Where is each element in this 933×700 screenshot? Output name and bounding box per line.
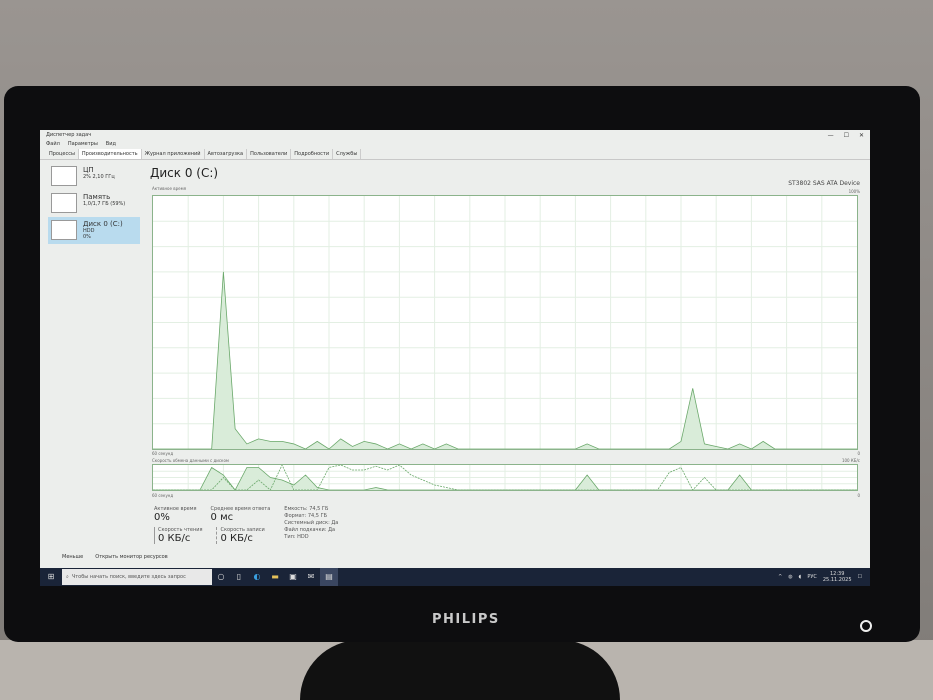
monitor-stand: [300, 640, 620, 700]
windows-start-icon[interactable]: ⊞: [47, 572, 55, 581]
read-rate-line: [153, 466, 857, 490]
read-speed-label: Скорость чтения: [158, 527, 203, 533]
response-time-value: 0 мс: [210, 512, 234, 523]
write-speed-value: 0 КБ/с: [220, 533, 253, 544]
disk-title: Диск 0 (C:): [83, 220, 123, 228]
disk-type: HDD: [83, 228, 95, 234]
task-manager-icon[interactable]: ▤: [320, 568, 338, 586]
page-title: Диск 0 (C:): [150, 166, 219, 180]
tab-details[interactable]: Подробности: [291, 149, 334, 159]
title-bar: Диспетчер задач — ☐ ✕: [40, 130, 870, 140]
tab-users[interactable]: Пользователи: [247, 149, 292, 159]
disk-panel: Диск 0 (C:) ST3802 SAS ATA Device Активн…: [150, 166, 862, 546]
close-button[interactable]: ✕: [858, 132, 864, 139]
monitor-brand-logo: PHILIPS: [432, 612, 500, 627]
menu-options[interactable]: Параметры: [67, 141, 98, 147]
disk-thumbnail: [51, 220, 77, 240]
tab-performance[interactable]: Производительность: [78, 149, 142, 159]
chart2-label: Скорость обмена данными с диском: [152, 458, 229, 463]
cpu-thumbnail: [51, 166, 77, 186]
open-resource-monitor-link[interactable]: Открыть монитор ресурсов: [95, 554, 168, 560]
memory-title: Память: [83, 193, 111, 201]
chart1-time: 60 секунд: [152, 451, 174, 456]
tab-startup[interactable]: Автозагрузка: [205, 149, 248, 159]
chevron-up-icon[interactable]: ^: [778, 574, 783, 580]
chart2-max: 100 КБ/с: [841, 458, 860, 463]
tab-processes[interactable]: Процессы: [46, 149, 79, 159]
minimize-button[interactable]: —: [827, 132, 834, 139]
prop-capacity: Емкость: 74,5 ГБ: [284, 506, 329, 512]
prop-formatted: Формат: 74,5 ГБ: [284, 513, 328, 519]
tab-app-history[interactable]: Журнал приложений: [142, 149, 205, 159]
read-speed-value: 0 КБ/с: [158, 533, 191, 544]
disk-stats: Активное время 0% Среднее время ответа 0 м…: [154, 506, 338, 544]
store-icon[interactable]: ▣: [289, 572, 297, 581]
tab-bar: Процессы Производительность Журнал прило…: [40, 149, 870, 160]
resource-sidebar: ЦП 2% 2,10 ГГц Память 1,0/1,7 ГБ (59%) Дис…: [48, 163, 140, 543]
notifications-icon[interactable]: ☐: [857, 574, 862, 580]
cpu-title: ЦП: [83, 166, 94, 174]
sidebar-item-disk[interactable]: Диск 0 (C:) HDD 0%: [48, 217, 140, 244]
active-time-value: 0%: [154, 512, 170, 523]
active-time-area: [153, 271, 857, 449]
read-rate-area: [153, 467, 857, 490]
chart2-time: 60 секунд: [152, 493, 174, 498]
sidebar-item-cpu[interactable]: ЦП 2% 2,10 ГГц: [48, 163, 140, 190]
chart1-max: 100%: [848, 189, 860, 194]
memory-thumbnail: [51, 193, 77, 213]
window-title: Диспетчер задач: [46, 132, 92, 138]
prop-page-file: Файл подкачки: Да: [284, 527, 336, 533]
sidebar-item-memory[interactable]: Память 1,0/1,7 ГБ (59%): [48, 190, 140, 217]
chart1-label: Активное время: [152, 186, 187, 191]
chart1-min: 0: [857, 451, 860, 456]
menu-bar: Файл Параметры Вид: [40, 140, 870, 149]
volume-icon[interactable]: ◖: [798, 574, 802, 580]
search-input[interactable]: Чтобы начать поиск, введите здесь запрос: [71, 574, 186, 580]
taskbar: ⊞ ⌕ Чтобы начать поиск, введите здесь зап…: [40, 568, 870, 586]
response-time-label: Среднее время ответа: [210, 506, 271, 512]
active-time-line: [153, 271, 857, 449]
active-time-label: Активное время: [154, 506, 197, 512]
cpu-sub: 2% 2,10 ГГц: [83, 174, 115, 180]
edge-icon[interactable]: ◐: [253, 572, 261, 581]
system-tray: ^ ◍ ◖ РУС 12:39 25.11.2025 ☐: [778, 571, 870, 583]
chart2-min: 0: [857, 493, 860, 498]
screen: Диспетчер задач — ☐ ✕ Файл Параметры Вид…: [40, 130, 870, 586]
fewer-details-link[interactable]: Меньше: [62, 554, 84, 560]
search-icon: ⌕: [66, 574, 69, 580]
cortana-icon[interactable]: ○: [217, 572, 225, 581]
menu-file[interactable]: Файл: [46, 141, 60, 147]
maximize-button[interactable]: ☐: [843, 132, 849, 139]
prop-system-disk: Системный диск: Да: [284, 520, 339, 526]
device-name: ST3802 SAS ATA Device: [788, 180, 860, 187]
file-explorer-icon[interactable]: ▬: [271, 572, 279, 581]
language-indicator[interactable]: РУС: [807, 574, 817, 580]
prop-type: Тип: HDD: [284, 534, 309, 540]
power-button-icon[interactable]: [860, 620, 872, 632]
task-view-icon[interactable]: ▯: [236, 572, 242, 581]
disk-usage: 0%: [83, 234, 91, 240]
clock[interactable]: 12:39 25.11.2025: [822, 571, 852, 583]
tab-services[interactable]: Службы: [333, 149, 362, 159]
memory-sub: 1,0/1,7 ГБ (59%): [83, 201, 126, 207]
transfer-rate-chart: [152, 464, 858, 491]
network-icon[interactable]: ◍: [788, 574, 793, 580]
taskbar-search[interactable]: ⌕ Чтобы начать поиск, введите здесь запро…: [62, 569, 212, 585]
write-speed-label: Скорость записи: [220, 527, 265, 533]
mail-icon[interactable]: ✉: [307, 572, 315, 581]
menu-view[interactable]: Вид: [105, 141, 116, 147]
footer: Меньше Открыть монитор ресурсов: [62, 554, 168, 560]
active-time-chart: [152, 195, 858, 450]
